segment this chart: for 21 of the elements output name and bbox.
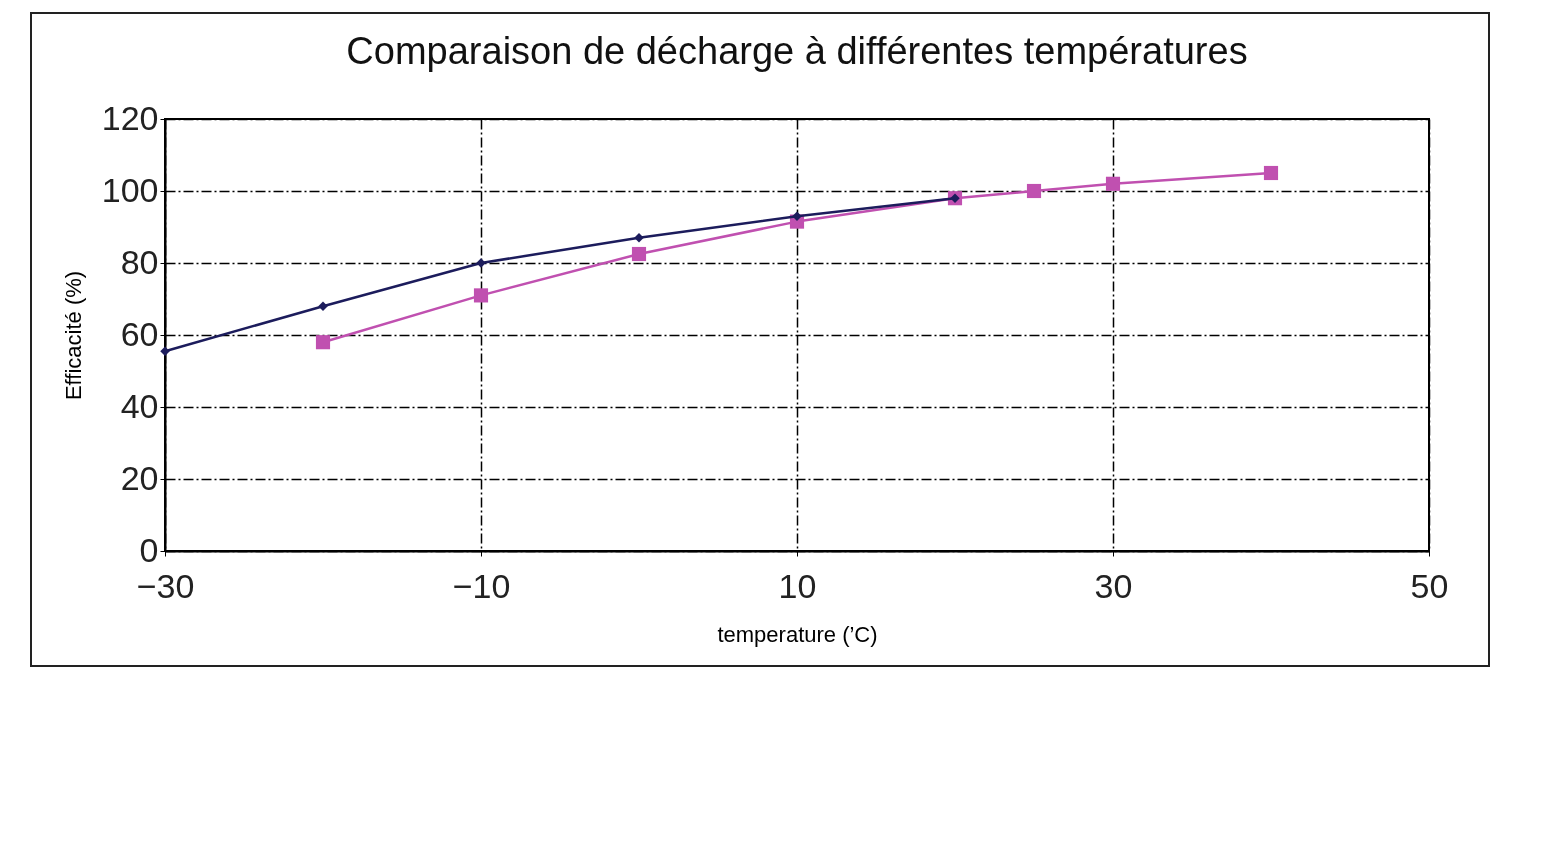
- x-tick-label: 10: [778, 566, 817, 605]
- y-tick-label: 80: [120, 242, 159, 281]
- point: [1026, 183, 1042, 199]
- point: [1105, 176, 1121, 191]
- y-tick-label: 100: [101, 170, 159, 209]
- x-tick-label: −10: [452, 566, 511, 605]
- point: [1263, 165, 1279, 181]
- point: [631, 246, 647, 262]
- y-tick-label: 60: [120, 314, 159, 353]
- y-tick-label: 120: [101, 98, 159, 137]
- point: [473, 288, 489, 303]
- y-tick-label: 40: [120, 386, 159, 425]
- y-tick-label: 0: [139, 530, 159, 569]
- x-tick-label: 50: [1410, 566, 1449, 605]
- x-tick-label: 30: [1094, 566, 1133, 605]
- y-tick-label: 20: [120, 458, 159, 497]
- point: [315, 335, 331, 350]
- x-tick-label: −30: [136, 566, 195, 605]
- y-axis-title: Efficacité (%): [60, 270, 86, 401]
- x-axis-title: temperature (’C): [717, 621, 878, 647]
- chart-title: Comparaison de décharge à différentes températures: [346, 30, 1248, 72]
